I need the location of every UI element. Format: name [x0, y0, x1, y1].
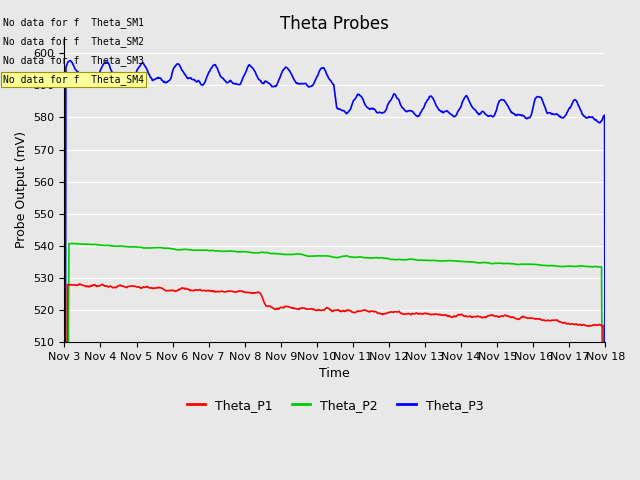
Legend: Theta_P1, Theta_P2, Theta_P3: Theta_P1, Theta_P2, Theta_P3 — [182, 394, 488, 417]
Text: No data for f  Theta_SM3: No data for f Theta_SM3 — [3, 55, 144, 66]
Text: No data for f  Theta_SM4: No data for f Theta_SM4 — [3, 74, 144, 85]
Title: Theta Probes: Theta Probes — [280, 15, 389, 33]
Y-axis label: Probe Output (mV): Probe Output (mV) — [15, 131, 28, 248]
X-axis label: Time: Time — [319, 367, 350, 380]
Text: No data for f  Theta_SM1: No data for f Theta_SM1 — [3, 17, 144, 28]
Text: No data for f  Theta_SM2: No data for f Theta_SM2 — [3, 36, 144, 47]
